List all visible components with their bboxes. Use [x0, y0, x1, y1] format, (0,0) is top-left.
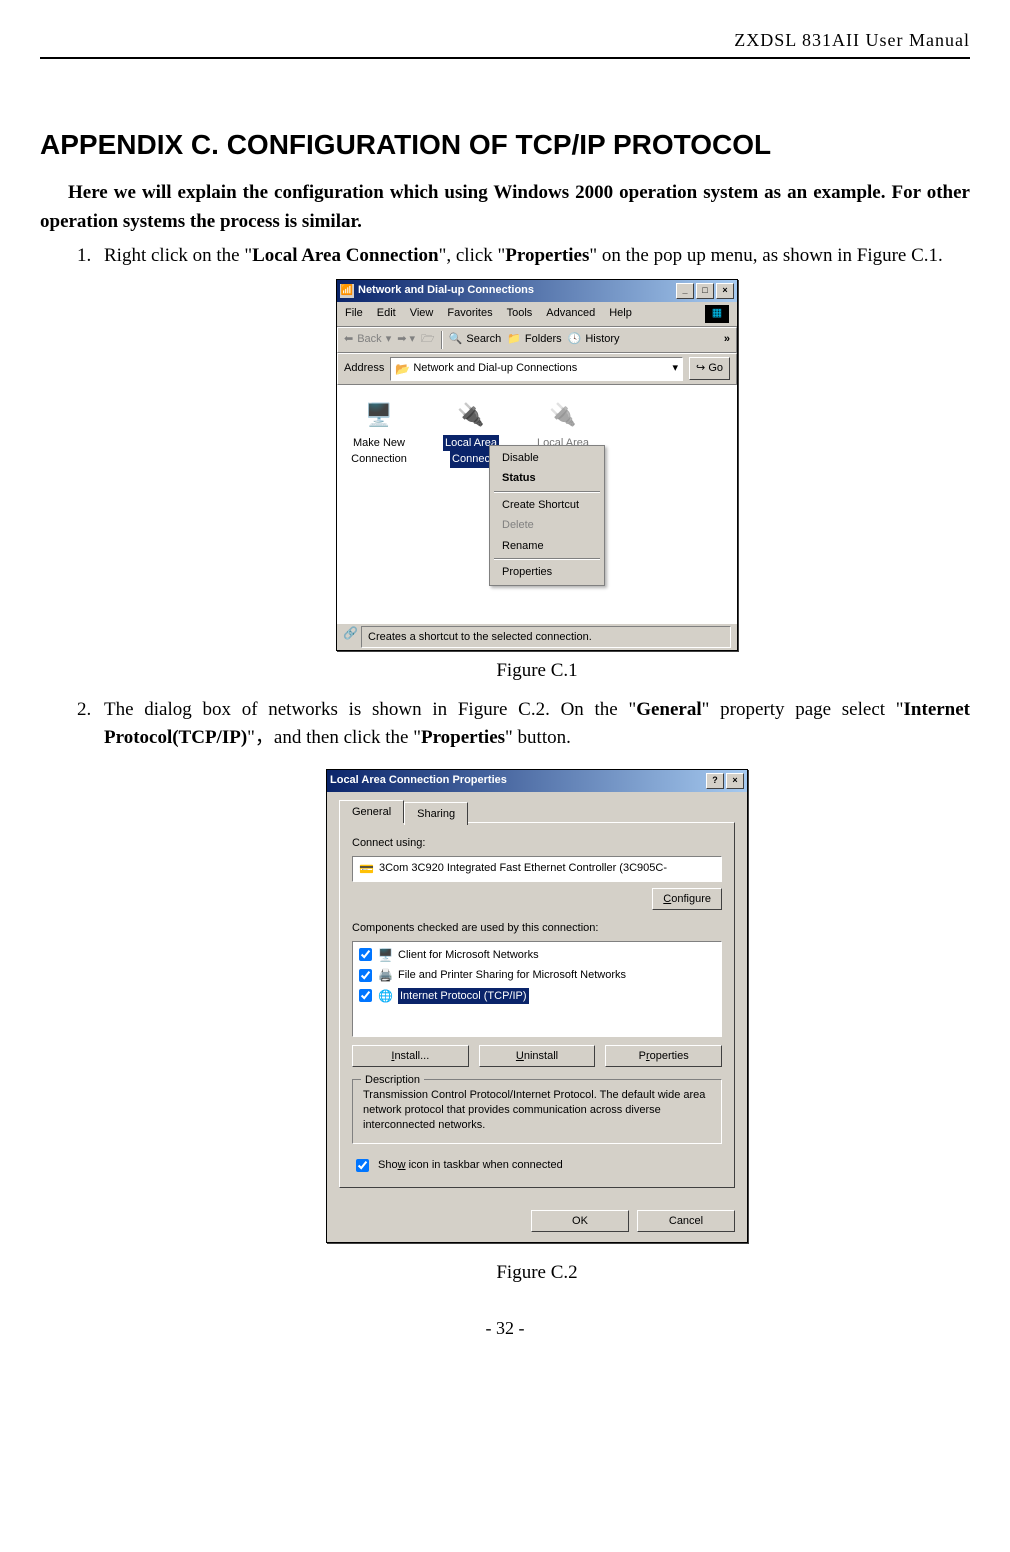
- menu-properties[interactable]: Properties: [492, 562, 602, 583]
- addressbar: Address 📂 Network and Dial-up Connection…: [337, 353, 737, 385]
- address-label: Address: [344, 360, 384, 377]
- folder-icon: 📂: [395, 362, 409, 376]
- adapter-field[interactable]: 💳 3Com 3C920 Integrated Fast Ethernet Co…: [352, 856, 722, 882]
- components-label: Components checked are used by this conn…: [352, 920, 722, 937]
- appendix-heading: APPENDIX C. CONFIGURATION OF TCP/IP PROT…: [40, 129, 970, 161]
- tab-sharing[interactable]: Sharing: [404, 802, 468, 826]
- help-button[interactable]: ?: [706, 773, 724, 789]
- go-button[interactable]: ↪ Go: [689, 357, 730, 380]
- uninstall-button[interactable]: Uninstall: [479, 1045, 596, 1068]
- status-text: Creates a shortcut to the selected conne…: [361, 626, 731, 649]
- forward-button[interactable]: ➡ ▾: [397, 331, 415, 348]
- menu-create-shortcut[interactable]: Create Shortcut: [492, 495, 602, 516]
- address-field[interactable]: 📂 Network and Dial-up Connections ▾: [390, 357, 683, 381]
- figure-c1-caption: Figure C.1: [104, 657, 970, 686]
- titlebar[interactable]: 📶 Network and Dial-up Connections _ □ ×: [337, 280, 737, 302]
- intro-paragraph: Here we will explain the configuration w…: [40, 179, 970, 236]
- toolbar: ⬅ Back ▾ ➡ ▾ 🗁 🔍 Search 📁 Folders 🕓 Hist…: [337, 327, 737, 353]
- components-listbox[interactable]: 🖥️ Client for Microsoft Networks 🖨️ File…: [352, 941, 722, 1037]
- dropdown-icon[interactable]: ▾: [673, 360, 679, 377]
- address-text: Network and Dial-up Connections: [413, 360, 577, 377]
- network-icon: 🔌: [547, 399, 579, 431]
- menu-rename[interactable]: Rename: [492, 536, 602, 557]
- ok-button[interactable]: OK: [531, 1210, 629, 1233]
- install-button[interactable]: Install...: [352, 1045, 469, 1068]
- component-file-printer[interactable]: 🖨️ File and Printer Sharing for Microsof…: [357, 966, 717, 985]
- component-checkbox[interactable]: [359, 989, 372, 1002]
- show-icon-checkbox[interactable]: [356, 1159, 369, 1172]
- tab-general[interactable]: General: [339, 800, 404, 824]
- folders-button[interactable]: 📁 Folders: [507, 331, 561, 348]
- menu-file[interactable]: File: [345, 305, 363, 323]
- component-checkbox[interactable]: [359, 948, 372, 961]
- menu-favorites[interactable]: Favorites: [447, 305, 492, 323]
- separator: [441, 331, 443, 349]
- dialog-footer: OK Cancel: [327, 1200, 747, 1243]
- minimize-button[interactable]: _: [676, 283, 694, 299]
- protocol-icon: 🌐: [378, 989, 392, 1003]
- adapter-name: 3Com 3C920 Integrated Fast Ethernet Cont…: [379, 860, 667, 877]
- menu-disable[interactable]: Disable: [492, 448, 602, 469]
- nic-icon: 💳: [359, 862, 373, 876]
- network-icon: 🔌: [455, 399, 487, 431]
- wizard-icon: 🖥️: [363, 399, 395, 431]
- overflow-icon[interactable]: »: [724, 331, 730, 348]
- status-icon: 🔗: [343, 626, 357, 640]
- throbber-icon: ▦: [705, 305, 729, 323]
- menu-edit[interactable]: Edit: [377, 305, 396, 323]
- connect-using-label: Connect using:: [352, 835, 722, 852]
- printer-icon: 🖨️: [378, 968, 392, 982]
- menu-separator: [494, 491, 600, 493]
- component-client[interactable]: 🖥️ Client for Microsoft Networks: [357, 946, 717, 965]
- tabstrip: General Sharing: [339, 800, 735, 824]
- menubar: File Edit View Favorites Tools Advanced …: [337, 302, 737, 327]
- running-header: ZXDSL 831AII User Manual: [40, 30, 970, 59]
- local-area-connection-2-icon[interactable]: 🔌 Local Area: [531, 399, 595, 452]
- window-title: Network and Dial-up Connections: [358, 282, 534, 299]
- menu-delete: Delete: [492, 515, 602, 536]
- menu-status[interactable]: Status: [492, 468, 602, 489]
- maximize-button[interactable]: □: [696, 283, 714, 299]
- description-text: Transmission Control Protocol/Internet P…: [363, 1088, 711, 1133]
- client-area[interactable]: 🖥️ Make NewConnection 🔌 Local AreaConnec…: [337, 385, 737, 623]
- back-button[interactable]: ⬅ Back ▾: [344, 331, 391, 348]
- component-checkbox[interactable]: [359, 969, 372, 982]
- menu-advanced[interactable]: Advanced: [546, 305, 595, 323]
- menu-separator: [494, 558, 600, 560]
- description-group: Description Transmission Control Protoco…: [352, 1079, 722, 1144]
- tab-panel-general: Connect using: 💳 3Com 3C920 Integrated F…: [339, 822, 735, 1188]
- component-tcpip[interactable]: 🌐 Internet Protocol (TCP/IP): [357, 987, 717, 1006]
- figure-c1-window: 📶 Network and Dial-up Connections _ □ × …: [336, 279, 738, 652]
- page-number: - 32 -: [40, 1318, 970, 1339]
- sysmenu-icon[interactable]: 📶: [340, 284, 354, 298]
- menu-view[interactable]: View: [410, 305, 434, 323]
- close-button[interactable]: ×: [726, 773, 744, 789]
- up-button[interactable]: 🗁: [421, 331, 435, 348]
- step-1: Right click on the "Local Area Connectio…: [96, 242, 970, 686]
- configure-button[interactable]: Configure: [652, 888, 722, 911]
- step-2: The dialog box of networks is shown in F…: [96, 696, 970, 1288]
- figure-c2-dialog: Local Area Connection Properties ? × Gen…: [326, 769, 748, 1244]
- history-button[interactable]: 🕓 History: [568, 331, 620, 348]
- make-new-connection-icon[interactable]: 🖥️ Make NewConnection: [347, 399, 411, 468]
- description-legend: Description: [361, 1072, 424, 1089]
- dialog-title: Local Area Connection Properties: [330, 772, 507, 789]
- figure-c2-caption: Figure C.2: [104, 1259, 970, 1288]
- context-menu: Disable Status Create Shortcut Delete Re…: [489, 445, 605, 586]
- properties-button[interactable]: Properties: [605, 1045, 722, 1068]
- menu-tools[interactable]: Tools: [507, 305, 533, 323]
- client-icon: 🖥️: [378, 948, 392, 962]
- statusbar: 🔗 Creates a shortcut to the selected con…: [337, 623, 737, 651]
- menu-help[interactable]: Help: [609, 305, 632, 323]
- cancel-button[interactable]: Cancel: [637, 1210, 735, 1233]
- titlebar[interactable]: Local Area Connection Properties ? ×: [327, 770, 747, 792]
- close-button[interactable]: ×: [716, 283, 734, 299]
- search-button[interactable]: 🔍 Search: [449, 331, 502, 348]
- show-icon-row[interactable]: Show icon in taskbar when connected: [352, 1156, 722, 1175]
- intro-text: Here we will explain the configuration w…: [40, 182, 970, 232]
